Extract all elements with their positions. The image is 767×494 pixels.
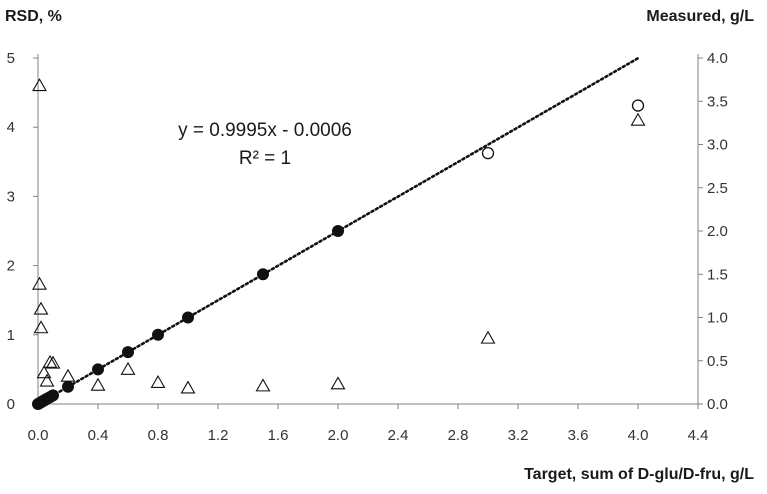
measured-point (92, 363, 104, 376)
right-y-tick-label: 3.0 (707, 137, 728, 154)
rsd-point (32, 78, 47, 92)
rsd-point (150, 374, 166, 388)
x-tick-label: 1.6 (268, 427, 289, 444)
x-tick-label: 2.0 (328, 427, 349, 444)
measured-point (257, 268, 269, 281)
rsd-point (45, 355, 61, 369)
measured-point (62, 380, 74, 393)
right-axis-title: Measured, g/L (646, 8, 754, 25)
x-axis-title: Target, sum of D-glu/D-fru, g/L (524, 466, 754, 483)
rsd-point (330, 376, 346, 390)
measured-point-open (481, 146, 495, 160)
rsd-point (180, 380, 196, 394)
r-squared-label: R² = 1 (238, 148, 292, 169)
measured-point (47, 389, 59, 402)
rsd-point (42, 354, 58, 368)
right-y-tick-label: 1.5 (707, 266, 728, 283)
rsd-point (33, 301, 49, 315)
measured-point (152, 328, 164, 341)
x-tick-label: 2.8 (448, 427, 469, 444)
right-y-tick-label: 0.5 (707, 353, 728, 370)
measured-point (182, 311, 194, 324)
rsd-point (120, 361, 136, 375)
x-tick-label: 3.2 (508, 427, 529, 444)
rsd-point (90, 377, 106, 391)
right-y-tick-label: 3.5 (707, 93, 728, 110)
left-axis-title: RSD, % (5, 8, 62, 25)
measured-point (332, 225, 344, 237)
x-tick-label: 0.0 (28, 427, 49, 444)
left-y-tick-label: 4 (7, 119, 15, 136)
x-tick-label: 2.4 (388, 427, 409, 444)
rsd-point (255, 378, 271, 392)
measured-point-open (631, 99, 645, 112)
right-y-tick-label: 1.0 (707, 310, 728, 327)
rsd-point (480, 330, 496, 344)
rsd-point (33, 320, 49, 334)
left-y-tick-label: 2 (7, 258, 15, 275)
x-tick-label: 1.2 (208, 427, 229, 444)
rsd-point (39, 373, 55, 387)
x-tick-label: 3.6 (568, 427, 589, 444)
right-y-tick-label: 4.0 (707, 50, 728, 67)
x-tick-label: 4.0 (628, 427, 649, 444)
left-y-tick-label: 5 (7, 50, 15, 67)
trendline-equation: y = 0.9995x - 0.0006 (178, 120, 352, 141)
x-tick-label: 0.8 (148, 427, 169, 444)
right-y-tick-label: 2.0 (707, 223, 728, 240)
rsd-point (60, 368, 76, 382)
left-y-tick-label: 0 (7, 396, 15, 413)
measured-point (122, 346, 134, 359)
rsd-point (32, 276, 47, 290)
left-y-tick-label: 1 (7, 327, 15, 344)
x-tick-label: 4.4 (688, 427, 709, 444)
right-y-tick-label: 0.0 (707, 396, 728, 413)
x-tick-label: 0.4 (88, 427, 109, 444)
rsd-point (36, 365, 52, 379)
left-y-tick-label: 3 (7, 188, 15, 205)
rsd-point (630, 112, 646, 126)
right-y-tick-label: 2.5 (707, 180, 728, 197)
